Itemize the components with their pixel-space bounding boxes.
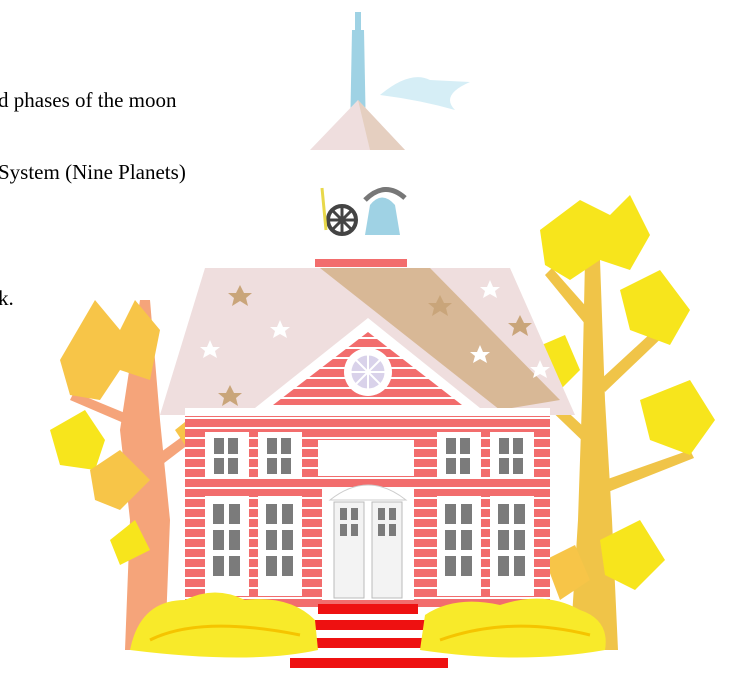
text-line-fragment: k. (0, 286, 14, 310)
bell (365, 197, 400, 235)
school-sign (318, 440, 414, 476)
flag (380, 77, 470, 110)
text-line-moon-phases: d phases of the moon (0, 88, 177, 112)
text-line-solar-system: System (Nine Planets) (0, 160, 186, 184)
window (258, 496, 302, 596)
front-door (322, 484, 414, 600)
window (437, 496, 481, 596)
bushes (130, 592, 606, 658)
windows (205, 432, 534, 596)
window (205, 432, 249, 478)
gable (255, 318, 480, 408)
cupola (310, 100, 408, 236)
right-tree (530, 195, 715, 650)
front-steps (290, 604, 448, 668)
window (437, 432, 481, 478)
window (258, 432, 302, 478)
window (490, 432, 534, 478)
window (490, 496, 534, 596)
window (205, 496, 249, 596)
